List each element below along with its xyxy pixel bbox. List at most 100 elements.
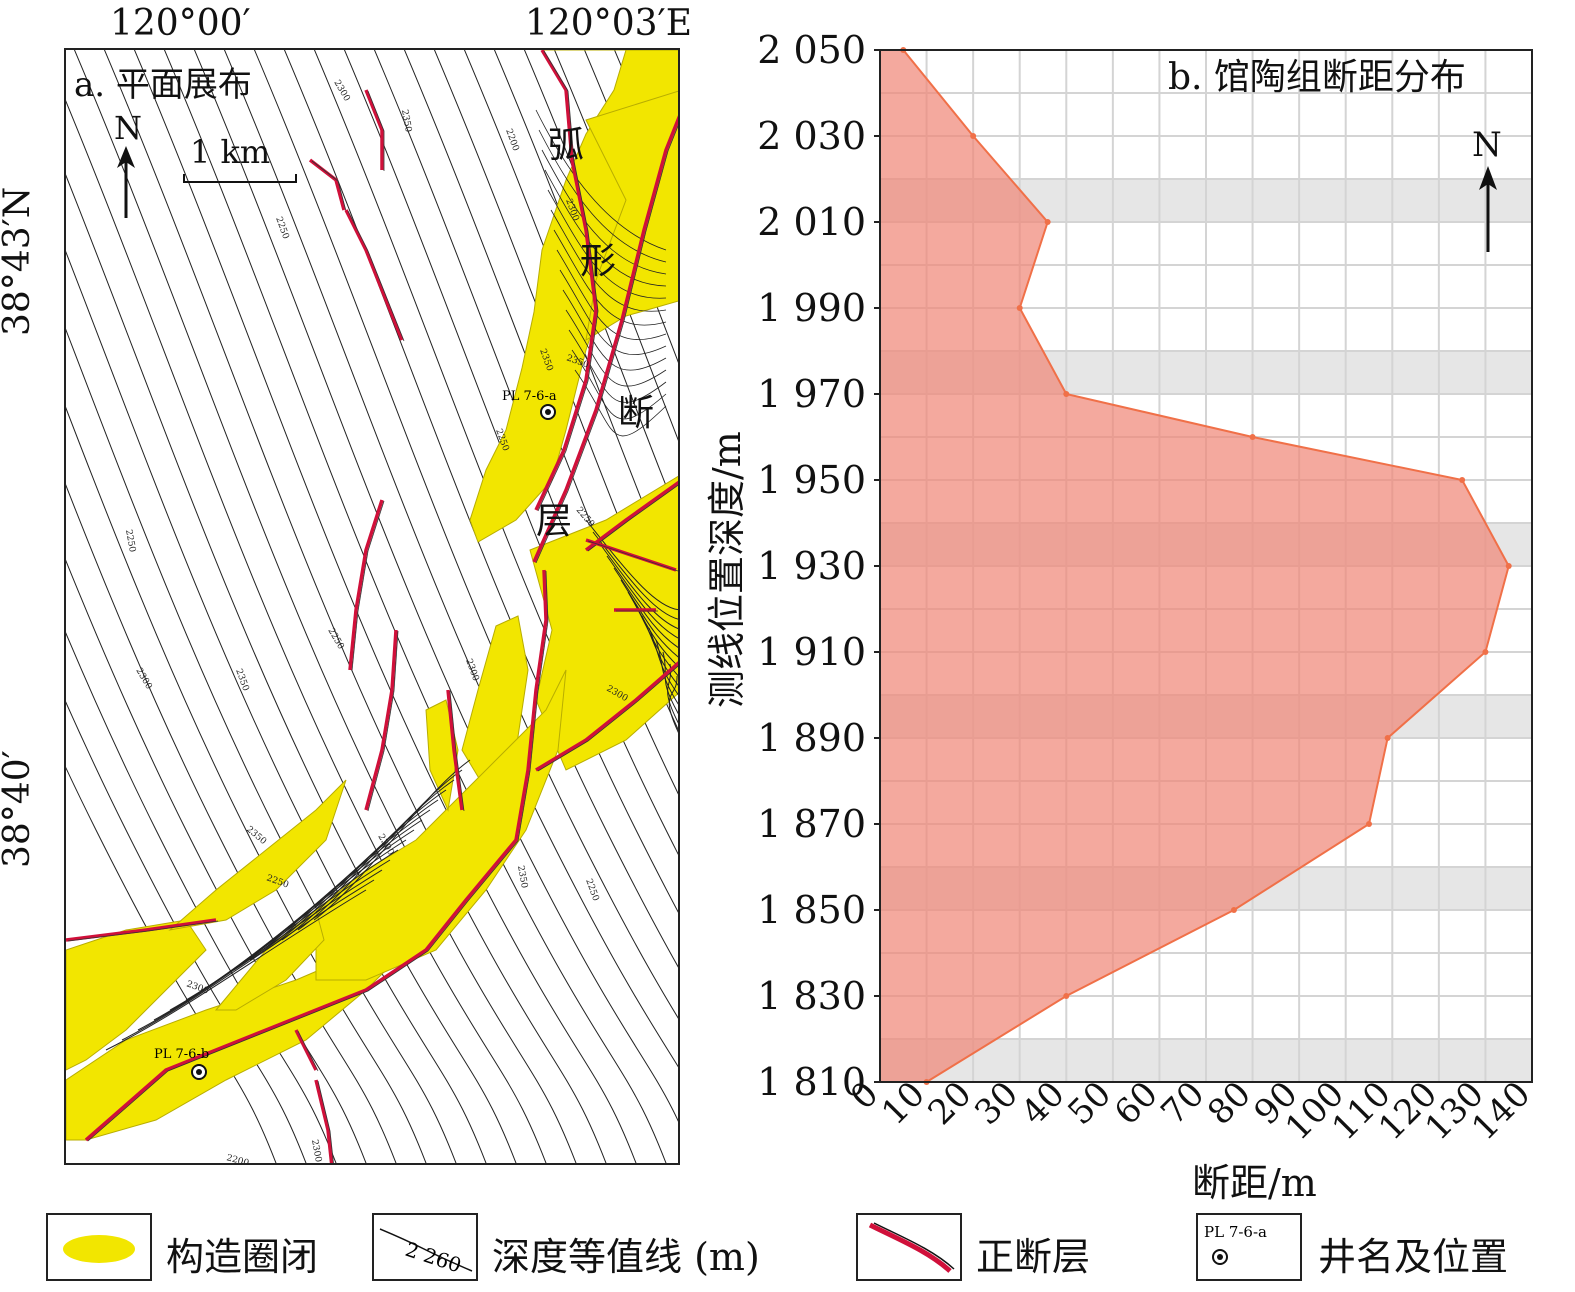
contour-line [66, 250, 487, 1163]
lon-right-label: 120°03′E [525, 3, 692, 44]
chart-y-tick-label: 2 010 [757, 200, 866, 244]
contour-line [66, 100, 547, 1163]
fault-line [364, 629, 398, 811]
fault-line [584, 480, 678, 552]
north-arrow-a [117, 146, 135, 218]
closure-polygon [66, 919, 207, 1071]
contour-label: 2300 [133, 667, 153, 692]
fault-line [314, 1079, 334, 1163]
fault-line [84, 569, 548, 1142]
contour-line [433, 50, 678, 663]
chart-point [1063, 993, 1070, 999]
fault-char-2: 形 [580, 241, 617, 282]
contour-line [103, 50, 607, 1163]
north-label-a: N [114, 109, 142, 147]
contour-line [73, 50, 577, 1163]
contour-label: 2350 [515, 865, 529, 890]
fault-line [66, 918, 217, 942]
lat-bottom-label: 38°40′ [0, 750, 38, 868]
contour-line [66, 406, 427, 1163]
chart-point [1384, 735, 1391, 741]
closure-contours [105, 109, 678, 1051]
contour-label: 2300 [463, 658, 480, 683]
chart-y-tick-label: 1 990 [757, 286, 866, 330]
contour-line [373, 50, 678, 795]
normal-faults [66, 50, 678, 1163]
map-panel: 2300 2350 2250 2200 2300 2350 2250 2300 2350 2250… [64, 48, 680, 1165]
contour-label: 2250 [583, 878, 600, 903]
fault-line [364, 89, 384, 170]
legend-well-label: 井名及位置 [1318, 1235, 1509, 1279]
fault-line [535, 661, 678, 772]
well-b-label: PL 7-6-b [154, 1047, 209, 1062]
contour-line [66, 766, 277, 1163]
chart-point [1016, 305, 1023, 311]
contour-label: 2250 [123, 529, 137, 554]
contour-label: 2250 [325, 627, 345, 652]
chart-y-axis-label: 测线位置深度/m [705, 431, 749, 708]
chart-points [900, 47, 1512, 1085]
chart-point [1249, 434, 1256, 440]
fault-char-1: 弧 [548, 125, 585, 166]
contour-label: 2300 [331, 79, 351, 104]
fault-line [534, 50, 598, 511]
contour-line [403, 50, 678, 731]
map-canvas: 2300 2350 2250 2200 2300 2350 2250 2300 2350 2250… [66, 50, 678, 1165]
fault-line [294, 1029, 318, 1071]
fault-char-3: 断 [618, 393, 655, 434]
contour-line [66, 632, 337, 1163]
lat-top-label: 38°43′N [0, 186, 38, 336]
well-pl-7-6-a: PL 7-6-a [502, 389, 557, 420]
legend-well-sample: PL 7-6-a [1204, 1223, 1267, 1241]
contour-line [133, 50, 637, 1163]
closure-polygon [585, 90, 678, 341]
fault-line [348, 499, 384, 671]
panel-b-title: b. 馆陶组断距分布 [1168, 57, 1466, 98]
chart-point [1459, 477, 1466, 483]
throw-chart: 2 050 2 030 2 010 1 990 1 970 1 950 1 930 1 910… [757, 28, 1539, 1148]
legend-well-swatch: PL 7-6-a [1196, 1213, 1302, 1281]
scale-label: 1 km [190, 133, 271, 171]
contour-line [343, 50, 678, 855]
chart-point [970, 133, 977, 139]
well-a-label: PL 7-6-a [502, 389, 557, 404]
legend-contour-sample: 2 260 [402, 1237, 464, 1278]
chart-y-tick-label: 1 930 [757, 544, 866, 588]
fault-char-4: 层 [536, 501, 573, 542]
chart-y-tick-label: 1 830 [757, 974, 866, 1018]
closure-polygon [168, 779, 347, 931]
chart-y-tick-label: 1 870 [757, 802, 866, 846]
chart-point [1482, 649, 1489, 655]
chart-x-tick-label: 140 [1464, 1074, 1538, 1148]
fault-line [344, 209, 404, 341]
lon-left-label: 120°00′ [110, 3, 251, 44]
closure-polygon [315, 669, 567, 981]
legend-fault-label: 正断层 [976, 1235, 1091, 1279]
chart-y-ticks: 2 050 2 030 2 010 1 990 1 970 1 950 1 930 1 910… [757, 28, 880, 1104]
structural-closures [66, 50, 678, 1141]
contour-line [66, 174, 517, 1163]
chart-point [1044, 219, 1051, 225]
fault-line [532, 115, 678, 563]
contour-line [66, 484, 397, 1163]
legend-closure-swatch [46, 1213, 152, 1281]
chart-point [1230, 907, 1237, 913]
scale-bar [183, 174, 297, 183]
contour-label: 2350 [399, 109, 413, 134]
legend-contour-swatch: 2 260 [372, 1213, 478, 1281]
chart-frame [879, 49, 1533, 1083]
contour-line [66, 701, 307, 1163]
contour-label: 2250 [273, 216, 290, 241]
chart-y-tick-label: 1 890 [757, 716, 866, 760]
panel-a-title: a. 平面展布 [74, 65, 252, 105]
chart-y-tick-label: 1 910 [757, 630, 866, 674]
chart-y-tick-label: 1 970 [757, 372, 866, 416]
chart-point [1505, 563, 1512, 569]
contour-label: 2200 [225, 1153, 250, 1165]
chart-y-tick-label: 2 050 [757, 28, 866, 72]
chart-point [1063, 391, 1070, 397]
legend-fault-swatch [856, 1213, 962, 1281]
chart-y-tick-label: 1 850 [757, 888, 866, 932]
contour-line [66, 328, 457, 1163]
